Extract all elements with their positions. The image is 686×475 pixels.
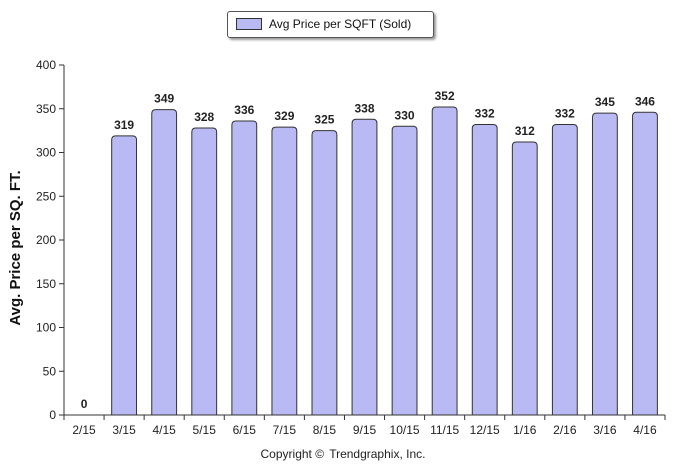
data-label: 329 (274, 109, 294, 123)
bar (111, 135, 138, 416)
x-tick-label: 3/16 (593, 423, 617, 437)
x-tick-label: 5/15 (193, 423, 217, 437)
data-label: 332 (475, 107, 495, 121)
legend: Avg Price per SQFT (Sold) (227, 11, 434, 38)
data-label: 332 (555, 107, 575, 121)
x-tick-label: 2/15 (72, 423, 96, 437)
y-axis-title: Avg. Price per SQ. FT. (7, 170, 24, 325)
bar (471, 124, 498, 416)
bar (632, 111, 658, 416)
legend-swatch (236, 18, 262, 30)
bar (391, 125, 418, 416)
bar (431, 106, 458, 416)
y-tick-label: 50 (43, 364, 57, 378)
data-label: 346 (635, 94, 655, 108)
x-tick-label: 1/16 (513, 423, 537, 437)
data-label: 349 (154, 92, 174, 106)
bar (311, 130, 338, 416)
data-label: 352 (435, 89, 455, 103)
bar (231, 120, 258, 416)
y-tick-label: 400 (36, 58, 56, 72)
bar (351, 118, 378, 416)
data-label: 345 (595, 95, 615, 109)
data-label: 0 (81, 397, 88, 411)
y-tick-label: 0 (49, 408, 56, 422)
x-tick-label: 8/15 (313, 423, 337, 437)
copyright-footer: Copyright © Trendgraphix, Inc. (0, 447, 686, 461)
data-label: 328 (194, 110, 214, 124)
data-label: 325 (314, 113, 334, 127)
bar (191, 127, 218, 416)
y-tick-label: 200 (36, 233, 56, 247)
data-label: 336 (234, 103, 254, 117)
bar (151, 109, 178, 416)
x-tick-label: 12/15 (470, 423, 500, 437)
data-label: 338 (354, 101, 374, 115)
data-label: 330 (395, 108, 415, 122)
x-tick-label: 9/15 (353, 423, 377, 437)
y-tick-label: 150 (36, 277, 56, 291)
bar (511, 141, 538, 416)
legend-label: Avg Price per SQFT (Sold) (269, 17, 412, 31)
data-label: 319 (114, 118, 134, 132)
x-tick-label: 4/15 (152, 423, 176, 437)
x-tick-label: 3/15 (112, 423, 136, 437)
x-tick-label: 11/15 (430, 423, 459, 437)
x-tick-label: 7/15 (273, 423, 297, 437)
y-tick-label: 300 (36, 146, 56, 160)
y-tick-label: 350 (36, 102, 56, 116)
copyright-text: Trendgraphix, Inc. (329, 447, 426, 461)
copyright-mark: Copyright © (260, 447, 325, 461)
bar (591, 112, 618, 416)
x-tick-label: 2/16 (553, 423, 577, 437)
y-tick-label: 250 (36, 189, 56, 203)
y-tick-label: 100 (36, 321, 56, 335)
x-tick-label: 4/16 (633, 423, 657, 437)
bar (271, 126, 298, 416)
x-tick-label: 6/15 (233, 423, 257, 437)
bar (551, 124, 578, 416)
data-label: 312 (515, 124, 535, 138)
x-tick-label: 10/15 (390, 423, 420, 437)
